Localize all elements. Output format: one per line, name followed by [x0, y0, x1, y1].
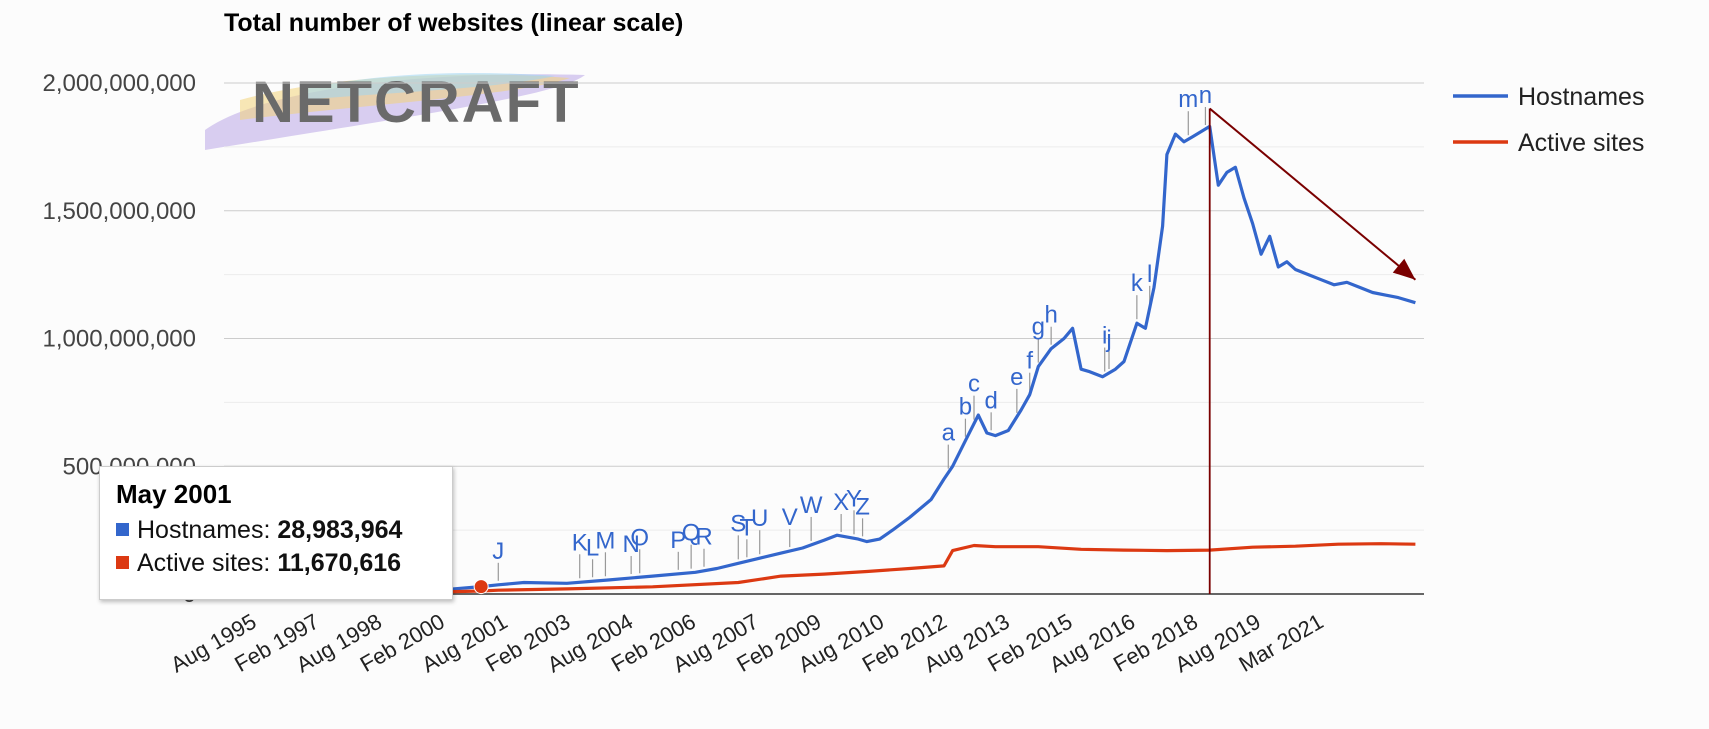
annotation-label-U: U	[751, 505, 768, 532]
annotation-label-m: m	[1178, 86, 1198, 113]
active-sites-swatch	[116, 556, 129, 569]
focus-point	[473, 579, 489, 595]
annotation-label-O: O	[630, 524, 649, 551]
annotation-label-P: P	[670, 527, 686, 554]
trend-arrow-shaft	[1209, 107, 1417, 281]
annotation-label-l: l	[1147, 261, 1152, 288]
annotation-label-R: R	[695, 524, 712, 551]
y-tick-label: 2,000,000,000	[43, 70, 196, 97]
tooltip-label-active-sites: Active sites:	[137, 549, 271, 577]
annotation-label-d: d	[984, 387, 997, 414]
annotation-label-K: K	[572, 529, 588, 556]
annotation-label-N: N	[622, 531, 639, 558]
annotation-label-Q: Q	[682, 520, 701, 547]
chart-title: Total number of websites (linear scale)	[224, 9, 683, 37]
annotation-label-f: f	[1026, 348, 1033, 375]
hostnames-swatch	[116, 523, 129, 536]
annotation-label-g: g	[1032, 314, 1045, 341]
trend-arrow-head	[1392, 258, 1416, 280]
annotation-label-n: n	[1199, 82, 1212, 109]
tooltip-row-active-sites: Active sites: 11,670,616	[116, 549, 436, 578]
overlays	[473, 107, 1417, 595]
legend-label-0: Hostnames	[1518, 83, 1644, 111]
annotation-label-e: e	[1010, 364, 1023, 391]
annotation-label-i: i	[1102, 323, 1107, 350]
annotation-label-h: h	[1044, 302, 1057, 329]
annotation-label-L: L	[586, 534, 599, 561]
annotation-label-c: c	[968, 371, 980, 398]
netcraft-logo-text: NETCRAFT	[252, 70, 581, 135]
legend: Hostnames Active sites	[1453, 83, 1644, 157]
tooltip-value-hostnames: 28,983,964	[277, 516, 403, 544]
annotation-label-S: S	[730, 510, 746, 537]
tooltip: May 2001 Hostnames: 28,983,964 Active si…	[99, 466, 453, 600]
annotation-label-V: V	[782, 504, 798, 531]
tooltip-label-hostnames: Hostnames:	[137, 516, 271, 544]
annotation-label-W: W	[800, 492, 823, 519]
y-tick-label: 1,000,000,000	[43, 326, 196, 353]
annotation-label-a: a	[942, 420, 956, 447]
legend-label-1: Active sites	[1518, 129, 1644, 157]
annotation-label-Z: Z	[855, 493, 870, 520]
annotation-label-J: J	[492, 538, 504, 565]
annotation-label-M: M	[595, 527, 615, 554]
hostnames-line	[249, 124, 1416, 596]
annotation-label-b: b	[959, 394, 972, 421]
netcraft-logo: NETCRAFT	[205, 70, 585, 150]
annotation-label-X: X	[833, 489, 849, 516]
annotation-label-Y: Y	[846, 485, 862, 512]
tooltip-title: May 2001	[116, 479, 232, 509]
tooltip-row-hostnames: Hostnames: 28,983,964	[116, 516, 436, 545]
annotation-label-k: k	[1131, 270, 1144, 297]
annotation-label-T: T	[740, 514, 755, 541]
y-tick-label: 1,500,000,000	[43, 198, 196, 225]
tooltip-value-active-sites: 11,670,616	[277, 549, 402, 577]
annotation-label-j: j	[1105, 326, 1111, 353]
